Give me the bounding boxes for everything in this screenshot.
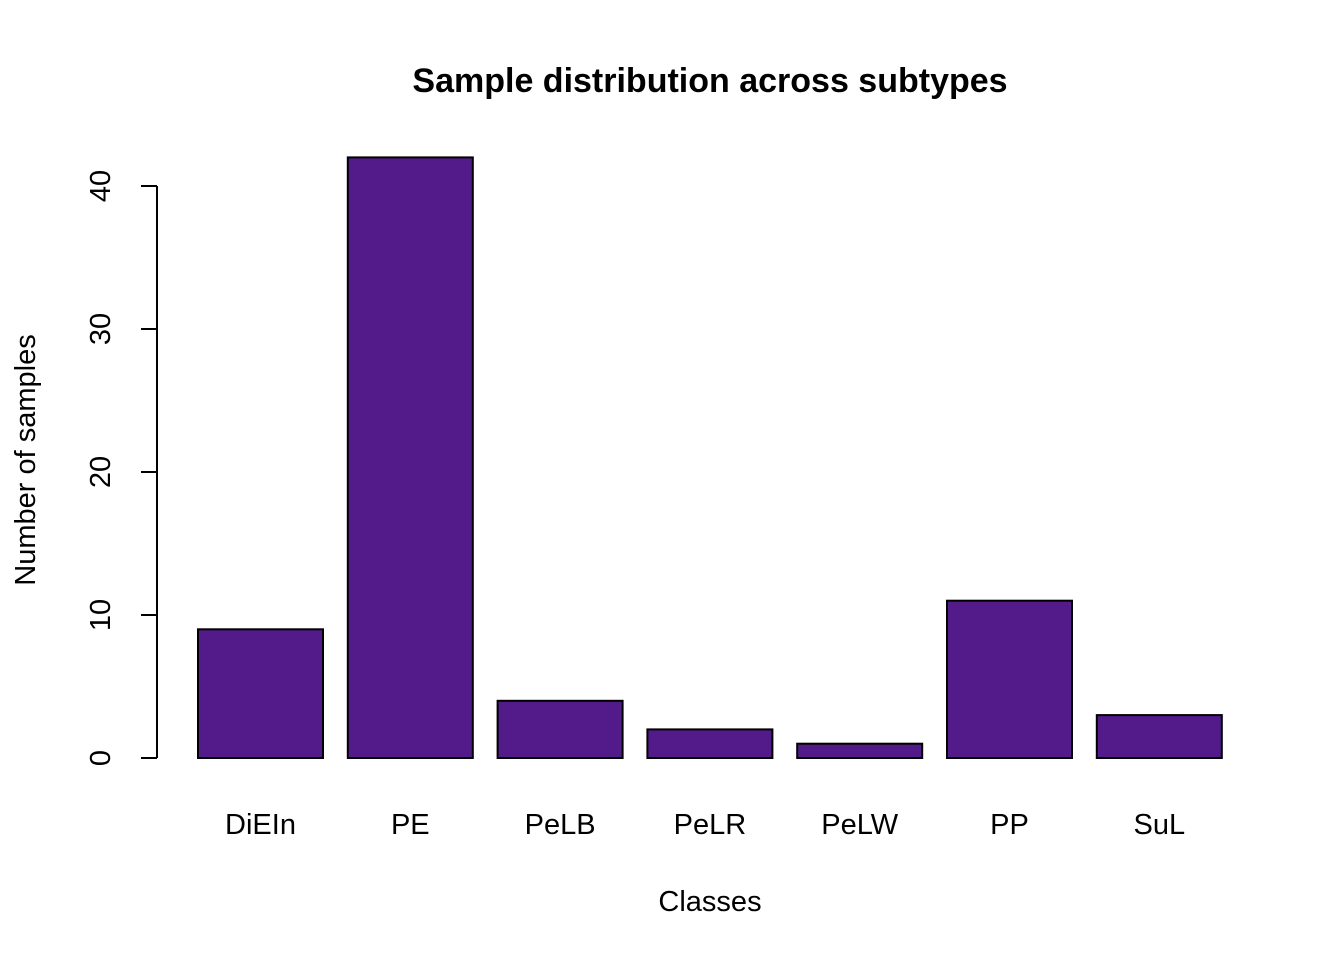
- bar-pelr: [646, 728, 774, 760]
- x-tick-label-pelb: PeLB: [525, 809, 596, 841]
- bar-pe: [346, 156, 474, 759]
- y-tick-label-0: 0: [85, 750, 117, 766]
- y-tick-label-20: 20: [85, 456, 117, 488]
- x-tick-label-pp: PP: [990, 809, 1029, 841]
- x-axis-label: Classes: [658, 886, 761, 918]
- y-tick-label-40: 40: [85, 170, 117, 202]
- x-tick-label-diein: DiEIn: [225, 809, 296, 841]
- bar-pelw: [796, 742, 924, 760]
- bars-group: [197, 156, 1223, 760]
- x-tick-label-pelw: PeLW: [821, 809, 898, 841]
- bar-diein: [197, 628, 324, 759]
- x-tick-label-pelr: PeLR: [674, 809, 747, 841]
- bar-pelb: [496, 699, 624, 759]
- chart-title: Sample distribution across subtypes: [412, 62, 1007, 100]
- x-tick-label-pe: PE: [391, 809, 430, 841]
- y-tick-label-10: 10: [85, 599, 117, 631]
- y-tick-label-30: 30: [85, 313, 117, 345]
- x-tick-labels: DiEIn PE PeLB PeLR PeLW PP SuL: [225, 809, 1185, 841]
- y-axis-label: Number of samples: [10, 334, 42, 585]
- bar-pp: [946, 599, 1073, 760]
- bar-sul: [1095, 714, 1223, 759]
- x-tick-label-sul: SuL: [1133, 809, 1185, 841]
- y-axis: 0 10 20 30 40: [85, 170, 158, 766]
